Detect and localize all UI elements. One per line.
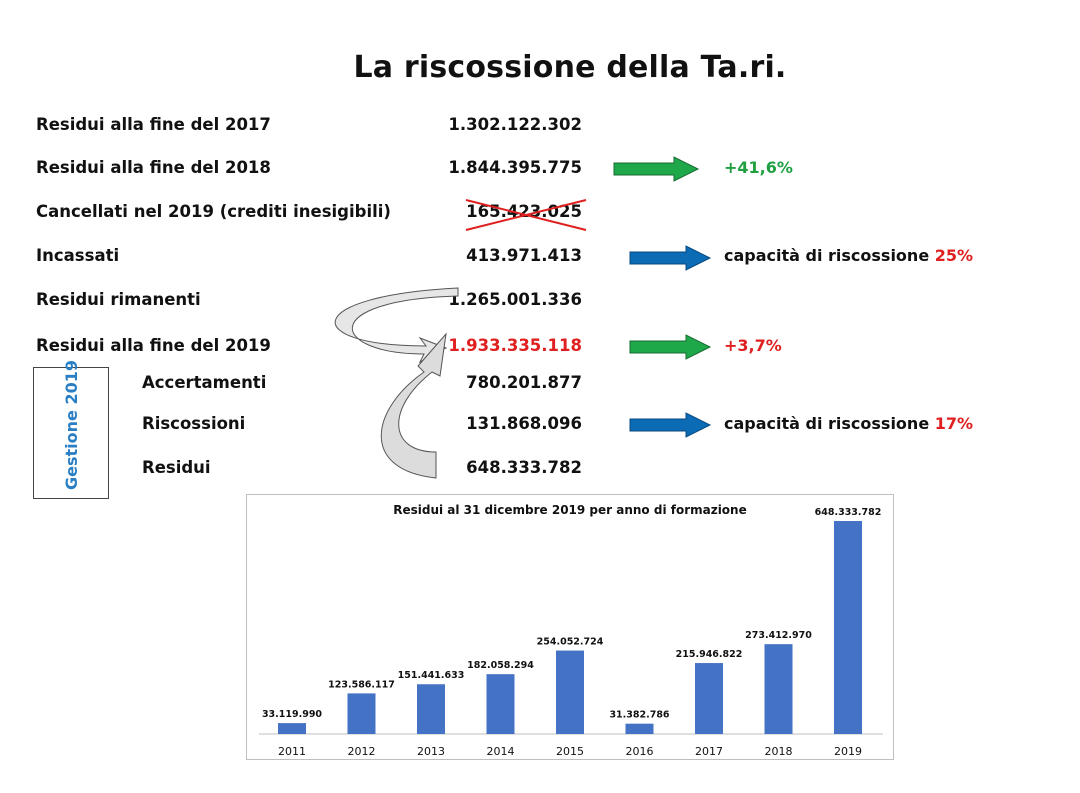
gestione-riscossioni-value: 131.868.096 bbox=[466, 414, 582, 433]
gestione-riscossioni-label: Riscossioni bbox=[142, 414, 246, 433]
bar-2013 bbox=[417, 684, 445, 734]
row-value-2017: 1.302.122.302 bbox=[448, 115, 582, 134]
row-label-incassati: Incassati bbox=[36, 246, 120, 265]
bar-2019 bbox=[834, 521, 862, 734]
data-label-2014: 182.058.294 bbox=[467, 660, 534, 671]
x-tick-label-2018: 2018 bbox=[765, 745, 793, 758]
gestione-residui-value: 648.333.782 bbox=[466, 458, 582, 477]
data-label-2011: 33.119.990 bbox=[262, 709, 322, 720]
blue-arrow-icon bbox=[629, 412, 712, 438]
row-value-incassati: 413.971.413 bbox=[466, 246, 582, 265]
x-tick-label-2019: 2019 bbox=[834, 745, 862, 758]
capacity-note-17: capacità di riscossione 17% bbox=[724, 414, 974, 433]
bar-2017 bbox=[695, 663, 723, 734]
data-label-2016: 31.382.786 bbox=[609, 710, 669, 721]
row-label-2019: Residui alla fine del 2019 bbox=[36, 336, 271, 355]
bar-2011 bbox=[278, 723, 306, 734]
x-tick-label-2016: 2016 bbox=[626, 745, 654, 758]
green-arrow-icon bbox=[629, 334, 712, 360]
x-tick-label-2017: 2017 bbox=[695, 745, 723, 758]
green-arrow-icon bbox=[613, 156, 700, 182]
chart-svg: 33.119.990 2011 123.586.117 2012 151.441.633… bbox=[259, 507, 883, 758]
data-label-2012: 123.586.117 bbox=[328, 679, 395, 690]
x-tick-label-2011: 2011 bbox=[278, 745, 306, 758]
data-label-2019: 648.333.782 bbox=[815, 507, 882, 518]
increase-2018-note: +41,6% bbox=[724, 158, 793, 177]
row-label-cancellati: Cancellati nel 2019 (crediti inesigibili… bbox=[36, 202, 391, 221]
gestione-accertamenti-label: Accertamenti bbox=[142, 373, 267, 392]
residui-chart: 33.119.990 2011 123.586.117 2012 151.441.633… bbox=[246, 494, 894, 760]
row-label-2017: Residui alla fine del 2017 bbox=[36, 115, 271, 134]
strike-cross-icon bbox=[465, 199, 587, 231]
data-label-2015: 254.052.724 bbox=[537, 637, 604, 648]
data-label-2013: 151.441.633 bbox=[398, 670, 465, 681]
x-tick-label-2015: 2015 bbox=[556, 745, 584, 758]
row-value-rimanenti: 1.265.001.336 bbox=[448, 290, 582, 309]
capacity-note-25: capacità di riscossione 25% bbox=[724, 246, 974, 265]
bar-2016 bbox=[625, 723, 654, 734]
page-title: La riscossione della Ta.ri. bbox=[353, 50, 787, 85]
gestione-residui-label: Residui bbox=[142, 458, 211, 477]
bar-2014 bbox=[486, 674, 515, 734]
row-label-rimanenti: Residui rimanenti bbox=[36, 290, 201, 309]
row-label-2018: Residui alla fine del 2018 bbox=[36, 158, 271, 177]
x-tick-label-2012: 2012 bbox=[348, 745, 376, 758]
bar-2018 bbox=[764, 644, 793, 734]
gestione-label: Gestione 2019 bbox=[62, 360, 81, 490]
blue-arrow-icon bbox=[629, 245, 712, 271]
x-tick-label-2014: 2014 bbox=[487, 745, 515, 758]
row-value-2018: 1.844.395.775 bbox=[448, 158, 582, 177]
row-value-2019: 1.933.335.118 bbox=[448, 336, 582, 355]
bar-2015 bbox=[556, 650, 584, 734]
bar-2012 bbox=[347, 693, 376, 734]
data-label-2017: 215.946.822 bbox=[676, 649, 743, 660]
chart-title: Residui al 31 dicembre 2019 per anno di … bbox=[393, 503, 747, 517]
data-label-2018: 273.412.970 bbox=[745, 630, 812, 641]
increase-2019-note: +3,7% bbox=[724, 336, 782, 355]
gestione-accertamenti-value: 780.201.877 bbox=[466, 373, 582, 392]
gestione-box: Gestione 2019 bbox=[33, 360, 109, 499]
x-tick-label-2013: 2013 bbox=[417, 745, 445, 758]
